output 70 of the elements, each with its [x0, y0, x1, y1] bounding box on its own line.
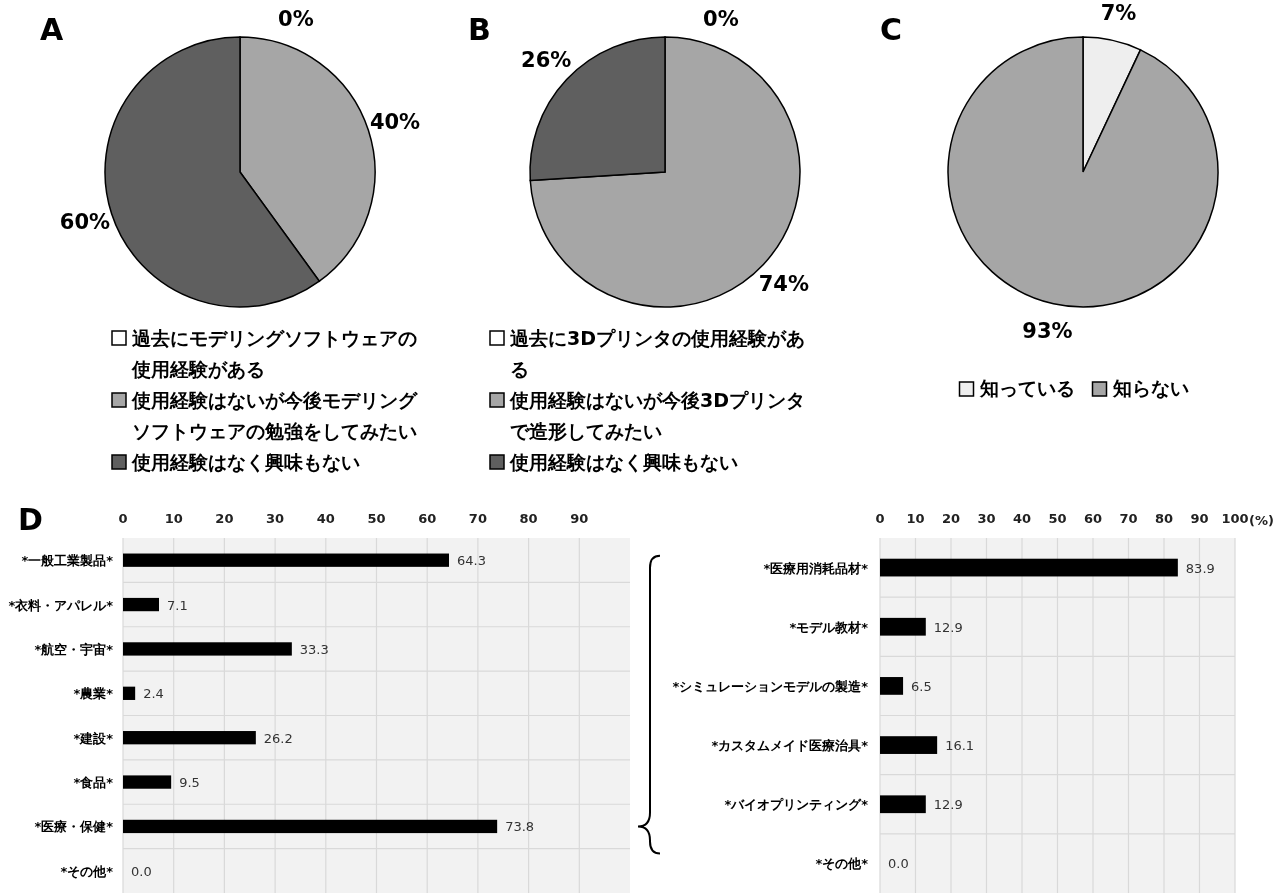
x-axis-title: (%)	[1249, 513, 1274, 528]
x-tick-label: 80	[1154, 511, 1174, 526]
x-tick-label: 10	[906, 511, 925, 526]
data-label: 16.1	[945, 738, 975, 754]
x-tick-label: 70	[468, 511, 487, 526]
data-label: 40%	[369, 109, 421, 134]
legend-label: 使用経験はないが今後3Dプリンタで造形してみたい	[509, 389, 805, 442]
chart-title: B	[468, 12, 491, 47]
data-label: 7%	[1100, 0, 1137, 25]
data-label: 26%	[521, 48, 572, 73]
y-tick-label: *農業*	[73, 686, 114, 702]
y-tick-label: *衣料・アパレル*	[8, 597, 114, 613]
data-label: 33.3	[299, 641, 329, 657]
data-label: 83.9	[1185, 560, 1215, 576]
x-tick-label: 30	[977, 511, 996, 526]
legend-label: 使用経験はないが今後モデリングソフトウェアの勉強をしてみたい	[131, 389, 418, 442]
x-tick-label: 90	[570, 511, 589, 526]
y-tick-label: *バイオプリンティング*	[724, 797, 869, 813]
y-tick-label: *建設*	[73, 730, 114, 746]
chart-title: A	[40, 12, 64, 47]
y-tick-label: *カスタムメイド医療治具*	[711, 738, 869, 754]
data-label: 93%	[1022, 319, 1073, 344]
data-label: 60%	[59, 210, 111, 235]
y-tick-label: *食品*	[73, 775, 114, 791]
x-tick-label: 0	[118, 511, 128, 526]
data-label: 0.0	[888, 856, 909, 872]
x-tick-label: 20	[215, 511, 234, 526]
legend-label: 知っている	[978, 377, 1075, 399]
data-label: 6.5	[911, 678, 932, 694]
y-tick-label: *航空・宇宙*	[34, 641, 114, 657]
data-label: 7.1	[167, 597, 188, 613]
x-tick-label: 20	[941, 511, 961, 526]
legend-label: 知らない	[1111, 377, 1189, 399]
x-tick-label: 100	[1221, 511, 1249, 526]
y-tick-label: *モデル教材*	[789, 619, 869, 635]
x-tick-label: 50	[1048, 511, 1067, 526]
data-label: 2.4	[143, 686, 164, 702]
x-tick-label: 40	[316, 511, 335, 526]
x-tick-label: 40	[1012, 511, 1032, 526]
data-label: 9.5	[179, 775, 200, 791]
data-label: 0.0	[131, 863, 152, 879]
chart-title: C	[880, 12, 903, 47]
data-label: 73.8	[505, 819, 535, 835]
text: 0%	[703, 6, 739, 31]
y-tick-label: *シミュレーションモデルの製造*	[672, 678, 869, 694]
legend-label: 過去にモデリングソフトウェアの使用経験がある	[131, 327, 417, 380]
y-tick-label: *医療・保健*	[34, 819, 114, 835]
y-tick-label: *一般工業製品*	[21, 553, 114, 569]
x-tick-label: 30	[266, 511, 285, 526]
y-tick-label: *その他*	[815, 856, 869, 872]
y-tick-label: *その他*	[60, 863, 114, 879]
chart-title: D	[18, 502, 43, 537]
data-label: 74%	[758, 271, 809, 296]
legend-label: 過去に3Dプリンタの使用経験がある	[509, 327, 805, 380]
data-label: 12.9	[933, 797, 963, 813]
x-tick-label: 60	[418, 511, 437, 526]
x-tick-label: 90	[1190, 511, 1209, 526]
legend-label: 使用経験はなく興味もない	[509, 451, 738, 473]
x-tick-label: 70	[1119, 511, 1138, 526]
y-tick-label: *医療用消耗品材*	[763, 560, 869, 576]
x-tick-label: 0	[875, 511, 885, 526]
x-tick-label: 60	[1083, 511, 1103, 526]
text: 0%	[278, 6, 314, 31]
data-label: 12.9	[933, 619, 963, 635]
data-label: 26.2	[263, 730, 293, 746]
x-tick-label: 50	[367, 511, 386, 526]
data-label: 64.3	[457, 553, 486, 569]
legend-label: 使用経験はなく興味もない	[131, 451, 360, 473]
x-tick-label: 10	[164, 511, 183, 526]
x-tick-label: 80	[519, 511, 538, 526]
